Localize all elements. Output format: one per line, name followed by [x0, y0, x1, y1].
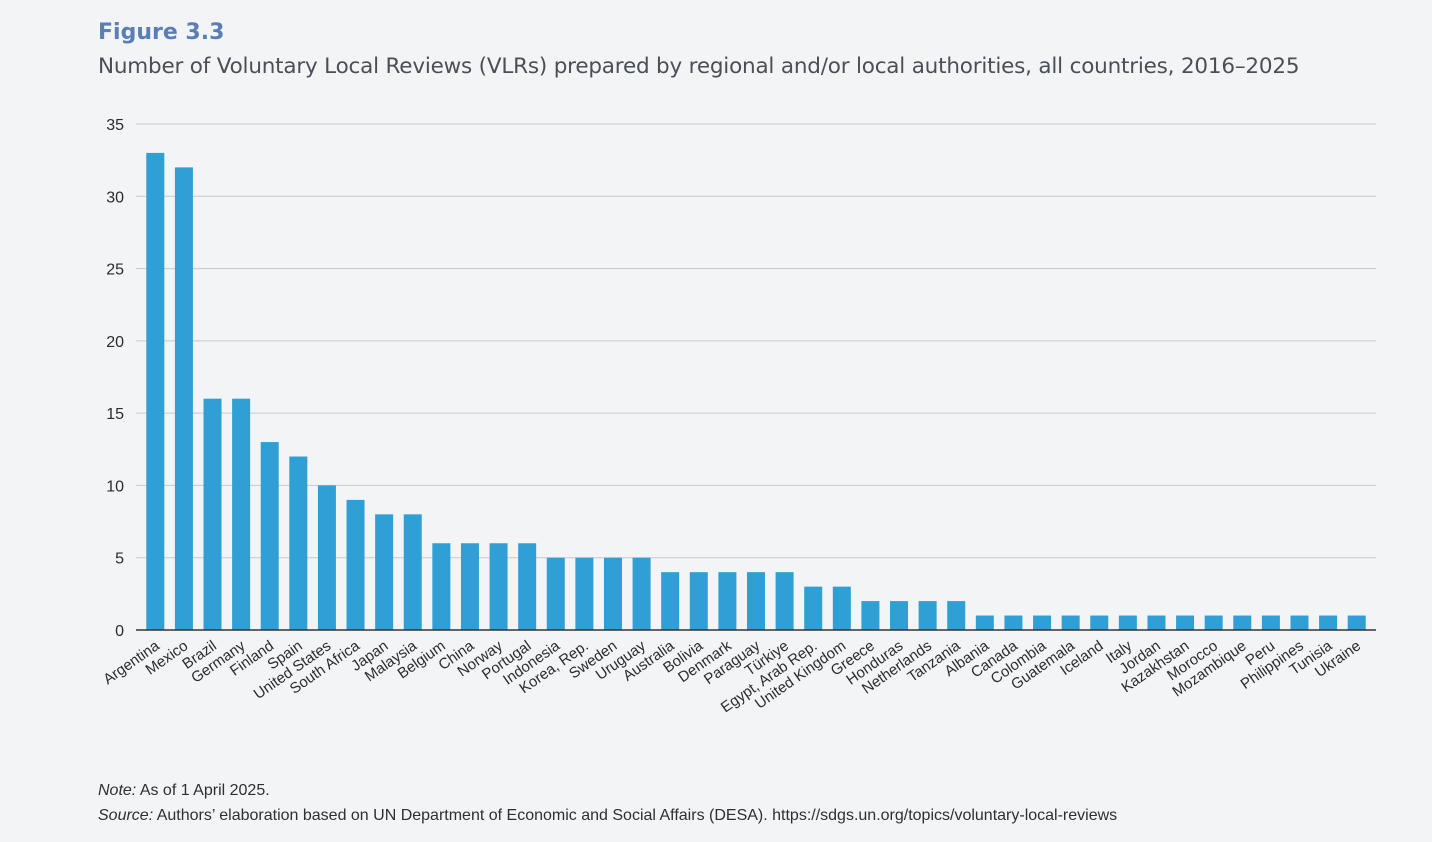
bar — [804, 586, 823, 630]
bar — [1347, 615, 1366, 630]
bar — [489, 543, 508, 630]
bar — [346, 499, 365, 630]
y-tick-label: 0 — [115, 623, 124, 640]
bar — [146, 152, 165, 630]
gridlines — [136, 123, 1376, 559]
x-axis-ticks: ArgentinaMexicoBrazilGermanyFinlandSpain… — [100, 637, 1364, 716]
bar — [747, 572, 765, 630]
bar — [375, 514, 394, 630]
bar — [832, 586, 851, 630]
bars — [146, 152, 1366, 630]
y-axis-ticks: 0 5 10 15 20 25 30 35 — [106, 117, 124, 640]
bar — [289, 456, 308, 630]
bar — [1233, 615, 1252, 630]
bar — [1261, 615, 1280, 630]
bar — [232, 398, 251, 630]
note: Note: As of 1 April 2025. — [98, 782, 270, 800]
bar — [661, 572, 680, 630]
bar — [403, 514, 422, 630]
bar — [1004, 615, 1023, 630]
chart-title: Number of Voluntary Local Reviews (VLRs)… — [98, 54, 1300, 79]
bar — [546, 557, 565, 630]
bar — [1319, 615, 1338, 630]
y-tick-label: 5 — [115, 551, 124, 568]
bar — [1061, 615, 1080, 630]
bar — [861, 601, 880, 630]
bar — [460, 543, 479, 630]
source: Source: Authors’ elaboration based on UN… — [98, 807, 1117, 825]
bar — [890, 601, 909, 630]
source-text: Authors’ elaboration based on UN Departm… — [153, 807, 1118, 824]
bar — [947, 601, 966, 630]
bar — [260, 442, 279, 630]
y-tick-label: 15 — [106, 406, 124, 423]
bar — [918, 601, 937, 630]
bar — [518, 543, 537, 630]
note-prefix: Note: — [98, 782, 137, 799]
y-tick-label: 10 — [106, 478, 124, 495]
bar — [1290, 615, 1309, 630]
y-tick-label: 25 — [106, 262, 124, 279]
bar — [432, 543, 451, 630]
figure-label: Figure 3.3 — [98, 20, 225, 45]
bar — [689, 572, 708, 630]
y-tick-label: 35 — [106, 117, 124, 134]
bar — [775, 572, 794, 630]
bar — [1204, 615, 1223, 630]
bar — [975, 615, 994, 630]
bar — [1176, 615, 1195, 630]
bar — [1033, 615, 1052, 630]
bar — [174, 167, 193, 630]
y-tick-label: 20 — [106, 334, 124, 351]
bar — [718, 572, 737, 630]
bar — [632, 557, 651, 630]
bar — [603, 557, 622, 630]
bar — [1090, 615, 1109, 630]
note-text: As of 1 April 2025. — [136, 782, 270, 799]
bar — [1147, 615, 1166, 630]
bar — [203, 398, 222, 630]
source-prefix: Source: — [98, 807, 154, 824]
bar — [1118, 615, 1137, 630]
bar — [575, 557, 594, 630]
y-tick-label: 30 — [106, 189, 124, 206]
bar — [317, 485, 336, 630]
